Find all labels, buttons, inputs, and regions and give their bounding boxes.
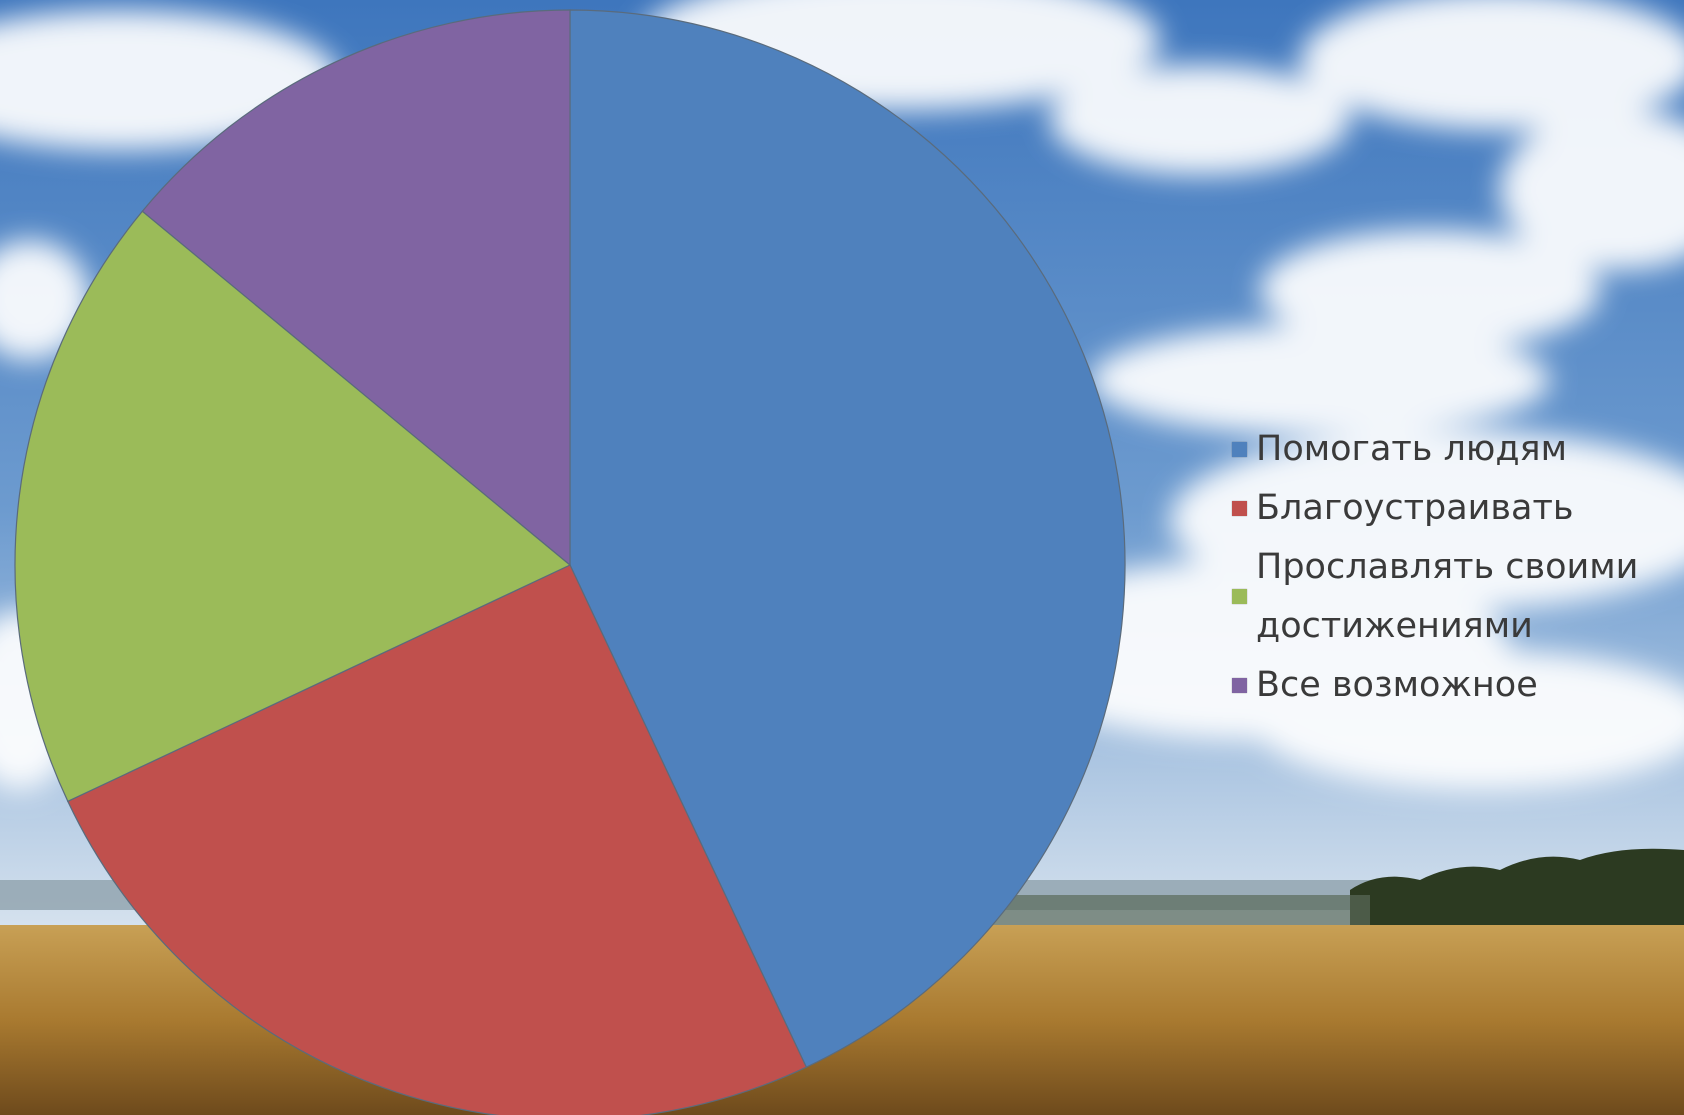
legend-swatch — [1232, 677, 1247, 693]
legend-item: Все возможное — [1232, 656, 1682, 715]
treeline — [1350, 848, 1684, 945]
distant-strip — [990, 895, 1370, 925]
legend-swatch — [1232, 589, 1247, 604]
legend-item: Прославлять своими достижениями — [1232, 538, 1682, 656]
legend-swatch — [1232, 441, 1247, 457]
legend-label: Помогать людям — [1256, 429, 1568, 469]
legend-label: Благоустраивать — [1256, 488, 1574, 528]
pie-slice-4 — [141, 9, 571, 567]
pie-slice-1 — [569, 9, 1126, 1068]
legend-swatch — [1232, 500, 1247, 516]
pie-slice-3 — [14, 210, 572, 803]
pie-slice-2 — [67, 564, 808, 1115]
legend-item: Помогать людям — [1232, 420, 1682, 479]
legend-label: Все возможное — [1256, 665, 1538, 705]
chart-legend: Помогать людям Благоустраивать Прославлять… — [1232, 420, 1682, 715]
legend-item: Благоустраивать — [1232, 479, 1682, 538]
legend-label: Прославлять своими достижениями — [1256, 547, 1639, 646]
